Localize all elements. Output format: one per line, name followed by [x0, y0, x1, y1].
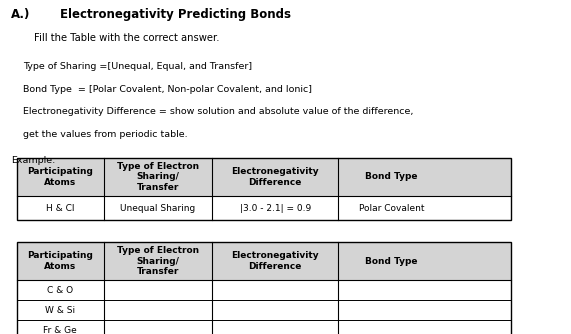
Text: Electronegativity
Difference: Electronegativity Difference — [231, 251, 319, 271]
Text: C & O: C & O — [47, 286, 74, 295]
Text: Fr & Ge: Fr & Ge — [43, 326, 77, 334]
Text: Participating
Atoms: Participating Atoms — [27, 251, 93, 271]
Text: Bond Type: Bond Type — [365, 172, 417, 181]
Text: Polar Covalent: Polar Covalent — [359, 204, 424, 212]
Text: Electronegativity Predicting Bonds: Electronegativity Predicting Bonds — [60, 8, 291, 21]
Text: |3.0 - 2.1| = 0.9: |3.0 - 2.1| = 0.9 — [240, 204, 311, 212]
Text: Bond Type: Bond Type — [365, 257, 417, 266]
Bar — [17, 242, 511, 280]
Text: Unequal Sharing: Unequal Sharing — [120, 204, 195, 212]
Text: Type of Electron
Sharing/
Transfer: Type of Electron Sharing/ Transfer — [117, 246, 199, 276]
Text: Type of Sharing =[Unequal, Equal, and Transfer]: Type of Sharing =[Unequal, Equal, and Tr… — [23, 62, 252, 71]
Text: Participating
Atoms: Participating Atoms — [27, 167, 93, 187]
Text: Fill the Table with the correct answer.: Fill the Table with the correct answer. — [34, 33, 220, 43]
Text: Type of Electron
Sharing/
Transfer: Type of Electron Sharing/ Transfer — [117, 162, 199, 192]
Text: Electronegativity
Difference: Electronegativity Difference — [231, 167, 319, 187]
Text: W & Si: W & Si — [45, 306, 75, 315]
Bar — [17, 242, 511, 334]
Text: Example:: Example: — [11, 156, 56, 165]
Text: Bond Type  = [Polar Covalent, Non-polar Covalent, and Ionic]: Bond Type = [Polar Covalent, Non-polar C… — [23, 85, 312, 94]
Bar — [17, 158, 511, 220]
Text: Electronegativity Difference = show solution and absolute value of the differenc: Electronegativity Difference = show solu… — [23, 107, 413, 116]
Text: A.): A.) — [11, 8, 31, 21]
Text: get the values from periodic table.: get the values from periodic table. — [23, 130, 187, 139]
Bar — [17, 158, 511, 196]
Text: H & Cl: H & Cl — [46, 204, 75, 212]
